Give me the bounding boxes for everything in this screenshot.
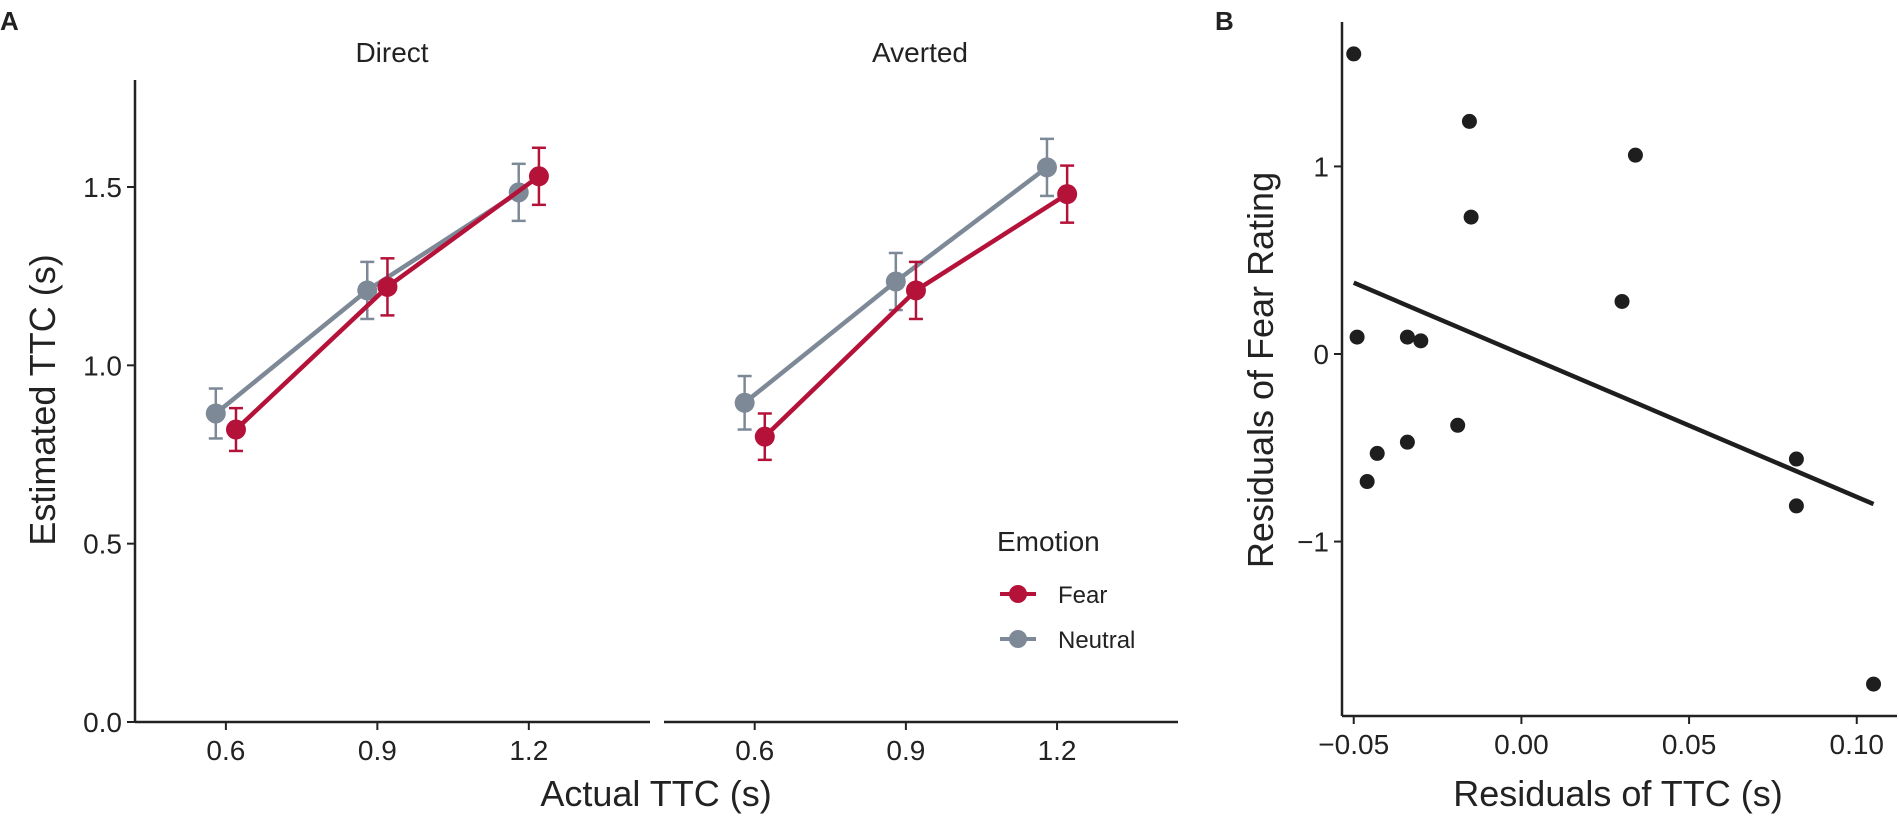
panel-b-x-tick-label: 0.05 (1662, 729, 1717, 760)
legend-neutral-label: Neutral (1058, 627, 1135, 654)
scatter-point (1349, 329, 1365, 345)
data-point-fear (528, 166, 549, 187)
data-point-neutral (885, 271, 906, 292)
panel-a-plot-area: 0.0 0.5 1.0 1.5 0.6 0.9 1.2 0.6 0.9 1.2 (83, 80, 1178, 766)
data-point-neutral (1036, 157, 1057, 178)
panel-a-y-axis-label: Estimated TTC (s) (22, 254, 63, 545)
panel-b-x-tick-label: 0.00 (1494, 729, 1549, 760)
scatter-point (1614, 293, 1630, 309)
scatter-point (1399, 329, 1415, 345)
panel-a-x-tick-label: 0.9 (358, 735, 397, 766)
panel-b-x-tick-label: 0.10 (1830, 729, 1885, 760)
panel-a-x-axis-label: Actual TTC (s) (540, 773, 771, 814)
panel-b-x-tick-label: −0.05 (1318, 729, 1389, 760)
scatter-point (1463, 209, 1479, 225)
panel-a-x-tick-label: 1.2 (1038, 735, 1077, 766)
data-point-neutral (734, 392, 755, 413)
panel-b-y-axis-label: Residuals of Fear Rating (1240, 172, 1281, 568)
scatter-point (1359, 474, 1375, 490)
data-point-neutral (205, 403, 226, 424)
scatter-point (1788, 498, 1804, 514)
panel-a-x-tick-label: 1.2 (509, 735, 548, 766)
data-point-fear (905, 280, 926, 301)
data-point-fear (1057, 184, 1078, 205)
legend-fear-marker (1009, 585, 1027, 603)
data-point-neutral (357, 280, 378, 301)
legend-fear-label: Fear (1058, 582, 1107, 609)
scatter-point (1369, 445, 1385, 461)
scatter-point (1413, 333, 1429, 349)
panel-b-label: B (1215, 6, 1234, 36)
panel-a-y-tick-label: 0.5 (83, 529, 122, 560)
panel-b-x-axis-label: Residuals of TTC (s) (1453, 773, 1782, 814)
panel-a-x-tick-label: 0.6 (206, 735, 245, 766)
panel-b-y-tick-label: 0 (1313, 339, 1329, 370)
scatter-point (1627, 147, 1643, 163)
data-point-fear (225, 419, 246, 440)
legend: Emotion Fear Neutral (997, 526, 1135, 654)
panel-a-y-tick-label: 0.0 (83, 707, 122, 738)
scatter-point (1346, 46, 1362, 62)
panel-a-y-tick-label: 1.5 (83, 172, 122, 203)
panel-b-plot-area: −1 0 1 −0.05 0.00 0.05 0.10 (1297, 22, 1897, 760)
facet-title-averted: Averted (872, 37, 968, 68)
data-point-fear (377, 276, 398, 297)
panel-a-x-tick-label: 0.6 (735, 735, 774, 766)
panel-b-y-tick-label: 1 (1313, 151, 1329, 182)
data-point-fear (754, 426, 775, 447)
legend-neutral-marker (1009, 630, 1027, 648)
scatter-point (1461, 113, 1477, 129)
facet-title-direct: Direct (355, 37, 428, 68)
panel-a-label: A (0, 6, 19, 36)
scatter-point (1866, 676, 1882, 692)
fit-line (1352, 280, 1875, 507)
legend-title: Emotion (997, 526, 1100, 557)
scatter-point (1399, 434, 1415, 450)
panel-a-x-tick-label: 0.9 (886, 735, 925, 766)
scatter-point (1788, 451, 1804, 467)
panel-b-y-tick-label: −1 (1297, 527, 1329, 558)
scatter-point (1450, 417, 1466, 433)
panel-a-y-tick-label: 1.0 (83, 350, 122, 381)
